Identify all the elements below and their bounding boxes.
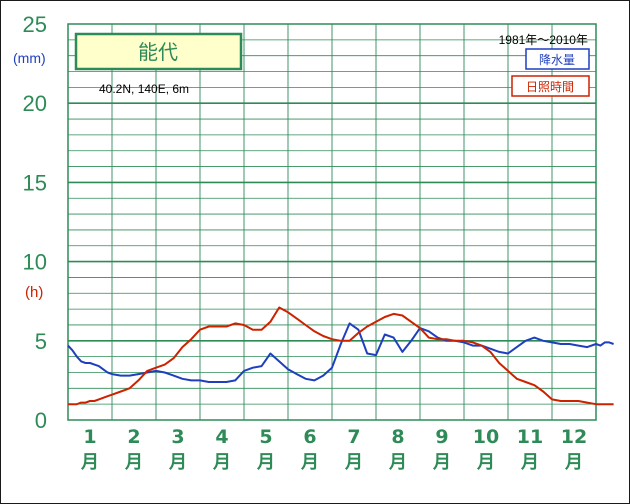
month-unit-label: 月: [80, 452, 99, 473]
station-info: 40.2N, 140E, 6m: [99, 82, 189, 96]
month-unit-label: 月: [564, 452, 583, 473]
x-axis-ticks: 1 月 2 月 3 月 4 月 5 月 6 月 7 月 8 月 9 月 10 月 11 月 12 月: [80, 426, 587, 473]
month-unit-label: 月: [388, 452, 407, 473]
month-number-label: 5: [259, 426, 272, 448]
month-unit-label: 月: [344, 452, 363, 473]
month-number-label: 3: [171, 426, 184, 448]
legend-sun: 日照時間: [526, 80, 574, 94]
title-box: 能代: [74, 32, 243, 71]
y-tick-label: 5: [35, 329, 47, 354]
month-unit-label: 月: [168, 452, 187, 473]
month-number-label: 6: [303, 426, 316, 448]
month-number-label: 2: [127, 426, 140, 448]
month-number-label: 1: [83, 426, 96, 448]
y-tick-label: 0: [35, 408, 47, 433]
period-label: 1981年〜2010年: [499, 33, 588, 47]
month-number-label: 11: [517, 426, 543, 448]
month-number-label: 7: [347, 426, 360, 448]
month-unit-label: 月: [432, 452, 451, 473]
title-box-border: [74, 32, 243, 71]
y-axis-ticks: 0 5 10 15 20 25: [23, 12, 47, 433]
month-number-label: 10: [473, 426, 499, 448]
month-number-label: 9: [435, 426, 448, 448]
precip-unit-label: (mm): [13, 50, 46, 66]
month-unit-label: 月: [124, 452, 143, 473]
grid: [68, 24, 596, 420]
y-tick-label: 20: [23, 91, 47, 116]
y-tick-label: 15: [23, 170, 47, 195]
chart-title: 能代: [138, 40, 178, 64]
month-unit-label: 月: [300, 452, 319, 473]
month-number-label: 8: [391, 426, 404, 448]
y-tick-label: 25: [23, 12, 47, 37]
month-unit-label: 月: [476, 452, 495, 473]
y-tick-label: 10: [23, 250, 47, 275]
month-unit-label: 月: [212, 452, 231, 473]
legend-precip-box: [525, 48, 590, 70]
legend: 降水量 日照時間: [511, 48, 590, 97]
sunshine-line: [68, 306, 614, 406]
month-unit-label: 月: [256, 452, 275, 473]
month-number-label: 12: [561, 426, 587, 448]
month-number-label: 4: [215, 426, 228, 448]
month-unit-label: 月: [520, 452, 539, 473]
series-lines: [67, 306, 614, 406]
legend-precip: 降水量: [539, 53, 575, 67]
sun-unit-label: (h): [25, 284, 43, 301]
precipitation-line: [67, 322, 614, 383]
legend-sun-box: [511, 75, 590, 97]
